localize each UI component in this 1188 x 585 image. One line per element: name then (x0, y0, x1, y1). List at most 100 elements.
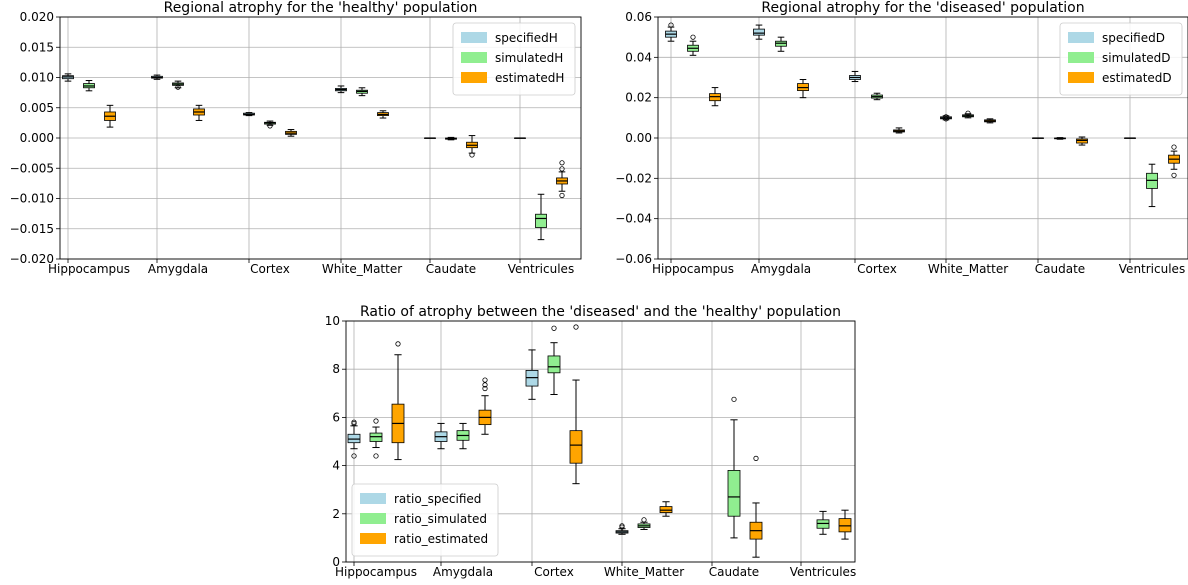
box-simulatedH-Caudate (445, 136, 457, 141)
outlier-point (668, 22, 674, 28)
outlier-point (175, 84, 181, 90)
outlier-point (551, 325, 557, 331)
box-specifiedD-Caudate (1032, 137, 1044, 139)
box-ratio_specified-Hippocampus (347, 419, 361, 459)
box-estimatedD-Caudate (1076, 136, 1088, 146)
legend-label: estimatedD (1102, 71, 1172, 85)
legend-swatch (360, 533, 386, 544)
box-simulatedH-Cortex (264, 120, 276, 129)
outlier-point (1171, 172, 1177, 178)
outlier-point (469, 152, 475, 158)
y-tick-label: 2 (332, 507, 340, 521)
y-tick-label: 0.020 (20, 10, 54, 24)
box-estimatedH-Caudate (466, 135, 478, 158)
outlier-point (731, 396, 737, 402)
outlier-point (690, 34, 696, 40)
legend-swatch (360, 493, 386, 504)
x-tick-label: Hippocampus (652, 262, 734, 276)
box-specifiedH-Amygdala (151, 74, 163, 80)
box-body (838, 518, 852, 533)
legend-label: simulatedH (495, 51, 563, 65)
box-body (547, 355, 561, 374)
outlier-point (559, 160, 565, 166)
legend-swatch (360, 513, 386, 524)
x-tick-label: Caudate (709, 565, 759, 579)
box-simulatedD-White_Matter (962, 110, 974, 119)
legend-label: simulatedD (1102, 51, 1171, 65)
box-simulatedH-Ventricules (535, 193, 547, 241)
box-ratio_specified-Cortex (525, 349, 539, 400)
box-body (569, 430, 583, 464)
box-specifiedH-Cortex (243, 112, 255, 117)
outlier-point (395, 341, 401, 347)
y-tick-label: 0.015 (20, 40, 54, 54)
box-ratio_specified-Amygdala (434, 422, 448, 450)
box-estimatedH-Hippocampus (104, 104, 116, 128)
box-simulatedH-White_Matter (356, 87, 368, 97)
box-specifiedH-White_Matter (335, 85, 347, 94)
outlier-point (351, 419, 357, 425)
y-tick-label: 0.000 (20, 131, 54, 145)
y-tick-label: −0.04 (615, 212, 652, 226)
box-body (727, 470, 741, 517)
y-tick-label: 0.005 (20, 101, 54, 115)
legend: specifiedD simulatedD estimatedD (1059, 22, 1183, 96)
y-tick-label: −0.010 (10, 192, 54, 206)
box-estimatedH-Cortex (285, 129, 297, 137)
box-ratio_specified-White_Matter (615, 523, 629, 535)
legend-label: ratio_specified (394, 492, 481, 506)
x-tick-label: Caudate (1035, 262, 1085, 276)
x-tick-label: Ventricules (508, 262, 574, 276)
y-tick-label: −0.005 (10, 161, 54, 175)
outlier-point (267, 123, 273, 129)
legend: ratio_specified ratio_simulated ratio_esti… (351, 483, 499, 557)
legend-label: specifiedD (1102, 31, 1165, 45)
legend-swatch (1068, 52, 1094, 63)
legend-swatch (461, 52, 487, 63)
box-specifiedD-Ventricules (1124, 137, 1136, 139)
outlier-point (641, 517, 647, 523)
box-estimatedD-White_Matter (984, 118, 996, 124)
x-tick-label: White_Matter (322, 262, 402, 276)
outlier-point (753, 455, 759, 461)
box-specifiedD-Cortex (849, 70, 861, 83)
y-tick-label: 0.04 (625, 50, 652, 64)
outlier-point (943, 114, 949, 120)
box-specifiedH-Caudate (424, 137, 436, 139)
legend-swatch (461, 32, 487, 43)
legend-label: specifiedH (495, 31, 558, 45)
box-body (1076, 138, 1088, 144)
box-specifiedH-Hippocampus (62, 73, 74, 82)
x-tick-label: Ventricules (790, 565, 856, 579)
y-tick-label: 0.010 (20, 71, 54, 85)
box-body (535, 213, 547, 228)
x-tick-label: Amygdala (148, 262, 208, 276)
x-tick-label: Cortex (250, 262, 290, 276)
chart-panel-2: −0.06 −0.04 −0.02 0.00 0.02 0.04 0.06 Hippocamp… (615, 0, 1188, 276)
box-estimatedD-Cortex (893, 127, 905, 134)
box-ratio_simulated-White_Matter (637, 517, 651, 530)
legend-frame (351, 483, 499, 557)
box-ratio_estimated-Amygdala (478, 377, 492, 435)
box-simulatedH-Hippocampus (83, 80, 95, 92)
legend-swatch (1068, 72, 1094, 83)
outlier-point (1171, 144, 1177, 150)
box-simulatedD-Ventricules (1146, 163, 1158, 208)
y-tick-label: −0.02 (615, 171, 652, 185)
box-ratio_estimated-Cortex (569, 324, 583, 485)
box-body (369, 432, 383, 442)
legend-label: estimatedH (495, 71, 564, 85)
legend: specifiedH simulatedH estimatedH (452, 22, 576, 96)
box-simulatedD-Amygdala (775, 36, 787, 52)
box-estimatedH-White_Matter (377, 110, 389, 119)
box-simulatedD-Cortex (871, 92, 883, 101)
plot-frame (59, 16, 582, 260)
y-tick-label: 6 (332, 410, 340, 424)
y-tick-label: −0.020 (10, 252, 54, 266)
x-tick-label: Cortex (857, 262, 897, 276)
outlier-point (373, 453, 379, 459)
plot-frame (657, 16, 1188, 260)
box-body (753, 28, 765, 36)
outlier-point (965, 110, 971, 116)
